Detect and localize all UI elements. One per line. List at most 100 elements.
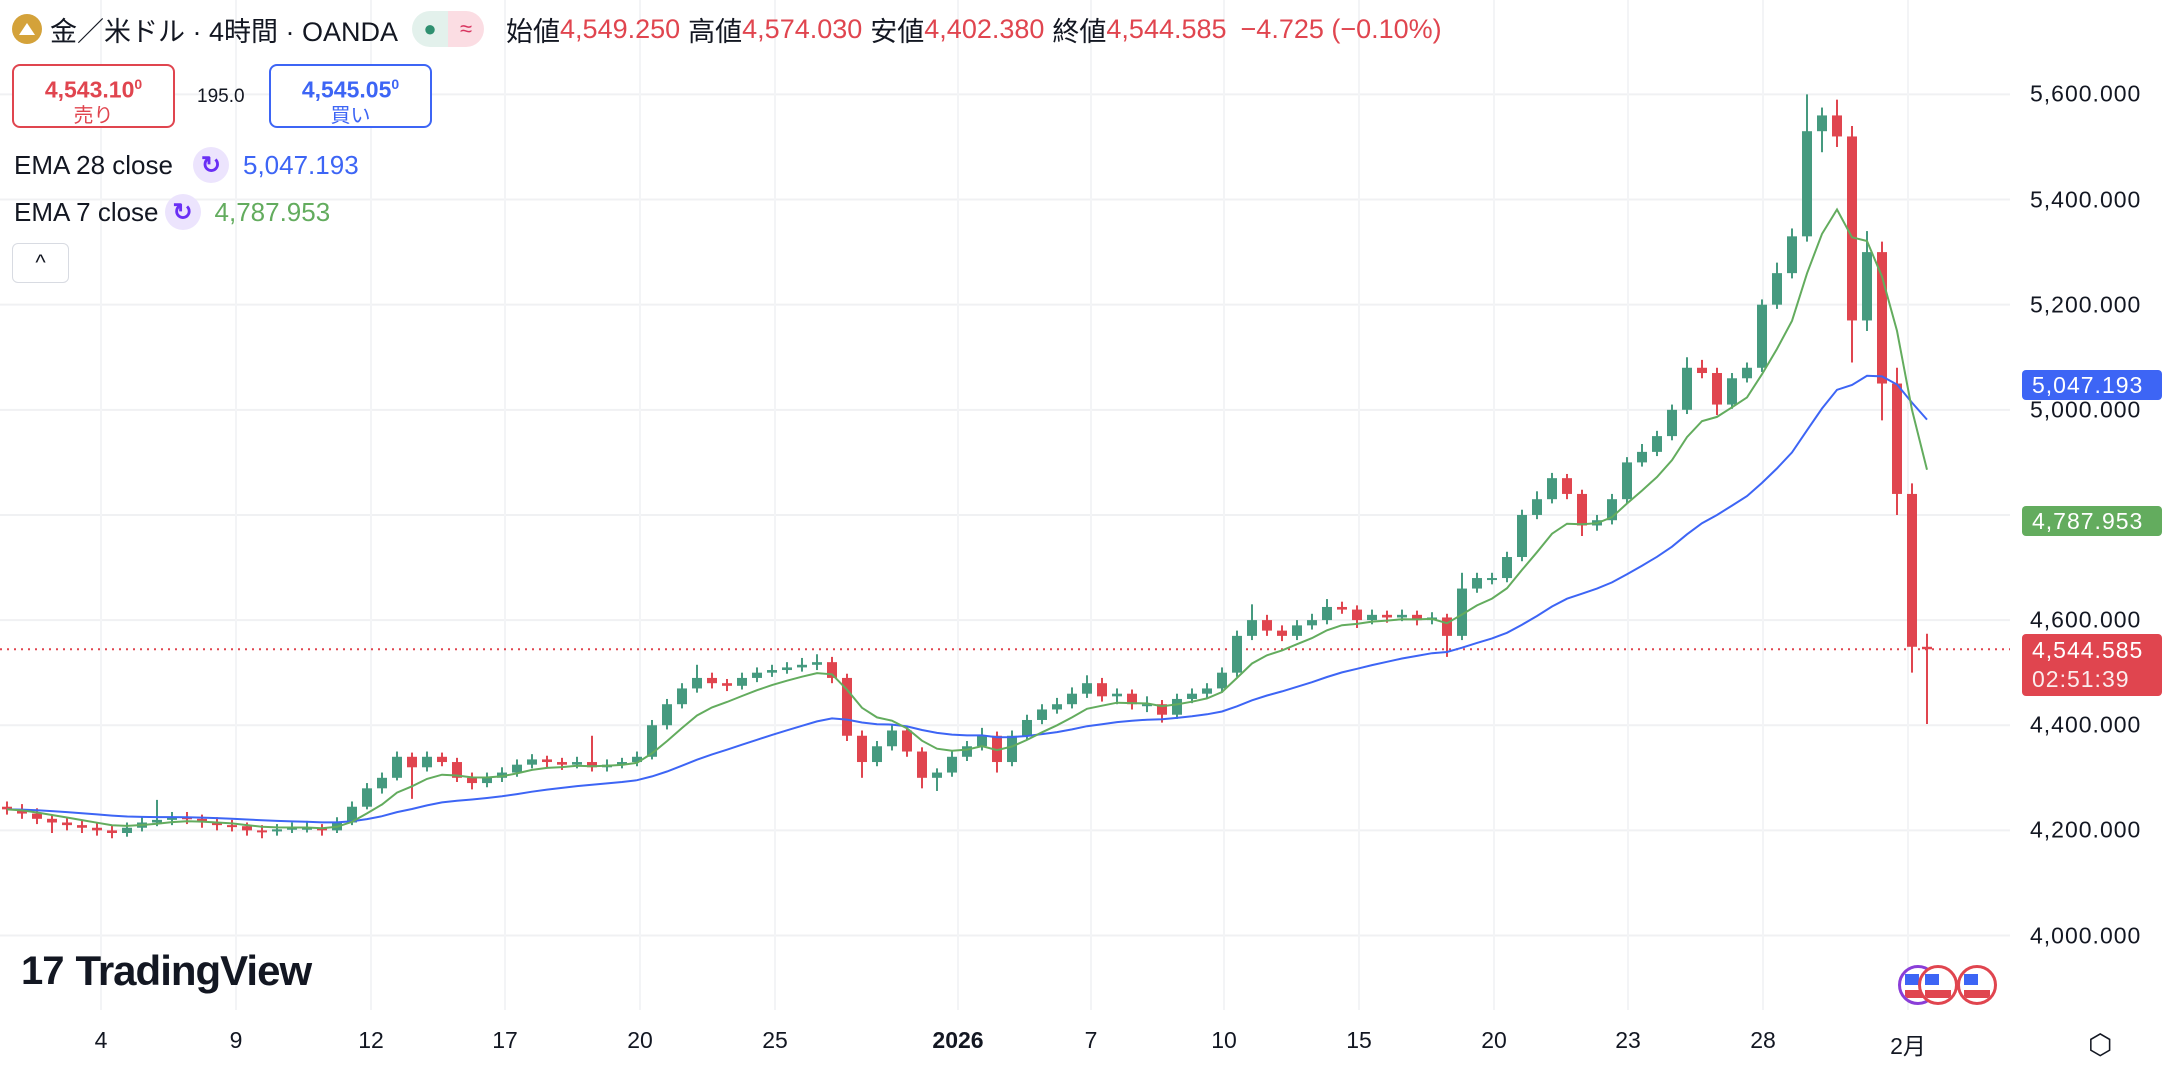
candle-body	[1292, 625, 1302, 636]
candle	[1847, 125, 1857, 363]
candle	[1577, 489, 1587, 536]
candle	[767, 664, 777, 677]
candle-body	[1862, 252, 1872, 321]
candle	[1307, 613, 1317, 630]
candle-body	[1412, 614, 1422, 621]
us-event-flag-icon[interactable]	[1957, 965, 1997, 1005]
candle-body	[227, 825, 237, 828]
buy-button[interactable]: 4,545.050 買い	[269, 64, 432, 128]
candle	[1817, 107, 1827, 153]
bar-countdown: 02:51:39	[2032, 666, 2130, 692]
chart-settings-icon[interactable]: ⬡	[2088, 1029, 2113, 1060]
candle-body	[1277, 630, 1287, 636]
indicator-ema7[interactable]: EMA 7 close ↻ 4,787.953	[14, 192, 330, 232]
us-event-flag-icon[interactable]	[1918, 965, 1958, 1005]
candle	[1127, 689, 1137, 710]
candle-body	[1382, 614, 1392, 618]
candle-body	[1712, 373, 1722, 405]
candle-body	[947, 756, 957, 773]
refresh-icon[interactable]: ↻	[192, 147, 229, 183]
symbol-title[interactable]: 金／米ドル · 4時間 · OANDA	[50, 16, 399, 47]
candle-body	[977, 735, 987, 747]
sell-price: 4,543.10	[44, 76, 135, 103]
candle-body	[662, 704, 672, 726]
candles	[2, 94, 1932, 839]
candle-body	[632, 756, 642, 763]
candle-body	[902, 730, 912, 752]
candle	[107, 825, 117, 839]
candle	[1757, 299, 1767, 372]
candle	[1067, 687, 1077, 709]
logo-text: TradingView	[75, 947, 313, 994]
candle-body	[1232, 635, 1242, 673]
candle-body	[722, 683, 732, 686]
candle-body	[1367, 614, 1377, 621]
candle	[1052, 697, 1062, 714]
candle	[1112, 688, 1122, 705]
candle	[482, 772, 492, 788]
candle	[542, 755, 552, 768]
status-pill[interactable]: ● ≈	[412, 11, 485, 47]
candle-body	[392, 756, 402, 778]
candle	[1532, 491, 1542, 520]
candle	[962, 741, 972, 761]
time-axis-label: 28	[1750, 1027, 1776, 1053]
candle-body	[1262, 620, 1272, 631]
candle	[497, 767, 507, 783]
candle	[17, 804, 27, 819]
candle-body	[512, 764, 522, 773]
tradingview-logo[interactable]: 17 TradingView	[21, 947, 313, 995]
candle-body	[122, 827, 132, 834]
candle	[1232, 630, 1242, 677]
candle-body	[1757, 304, 1767, 368]
collapse-legend-button[interactable]: ^	[12, 243, 69, 283]
refresh-icon[interactable]: ↻	[164, 194, 201, 230]
price-axis-label: 5,000.000	[2030, 396, 2142, 423]
candle	[947, 751, 957, 777]
buy-price-sup: 0	[391, 76, 400, 92]
candle-body	[797, 664, 807, 668]
candle	[1742, 362, 1752, 383]
candle	[422, 751, 432, 772]
candle	[827, 656, 837, 684]
candle	[1667, 404, 1677, 441]
candle	[1457, 572, 1467, 641]
ema7-price-tag: 4,787.953	[2022, 506, 2162, 536]
candle-body	[1532, 499, 1542, 515]
symbol-legend: 金／米ドル · 4時間 · OANDA ● ≈ 始値 4,549.250 高値 4,…	[12, 8, 1442, 50]
candle-body	[287, 827, 297, 830]
candle	[1562, 473, 1572, 500]
candle-body	[1922, 646, 1932, 650]
candle	[1037, 704, 1047, 725]
candle-body	[1622, 462, 1632, 500]
high-label: 高値	[688, 16, 743, 47]
candle	[1547, 472, 1557, 504]
candle	[752, 667, 762, 683]
candle	[407, 752, 417, 799]
candle	[1787, 228, 1797, 279]
candle	[392, 751, 402, 781]
candle	[2, 801, 12, 815]
time-axis-label: 2月	[1890, 1033, 1926, 1059]
candle-body	[1097, 683, 1107, 697]
candle-body	[842, 677, 852, 736]
candle-body	[752, 672, 762, 678]
candle-body	[1652, 436, 1662, 452]
candle	[1412, 610, 1422, 626]
candle	[887, 725, 897, 751]
indicator-ema28[interactable]: EMA 28 close ↻ 5,047.193	[14, 145, 359, 185]
candle-body	[1877, 252, 1887, 384]
candle	[212, 817, 222, 831]
candle-body	[1847, 136, 1857, 321]
candle-body	[1067, 693, 1077, 705]
sell-button[interactable]: 4,543.100 売り	[12, 64, 175, 128]
candle	[857, 730, 867, 778]
candle-body	[1637, 451, 1647, 463]
candle-body	[707, 677, 717, 684]
candle	[1442, 613, 1452, 657]
candle	[467, 772, 477, 790]
price-axis-label: 4,000.000	[2030, 922, 2142, 949]
candle	[1652, 430, 1662, 457]
candle	[1247, 604, 1257, 641]
